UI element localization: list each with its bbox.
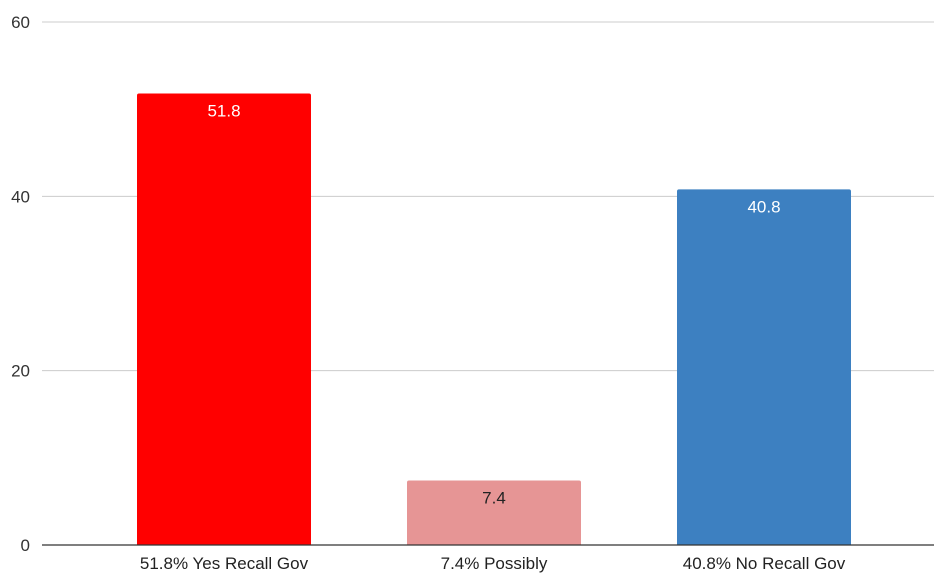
data-label: 51.8 [207, 101, 240, 120]
y-tick-label: 60 [11, 13, 30, 32]
bar [137, 93, 311, 545]
x-axis-tick-labels: 51.8% Yes Recall Gov 7.4% Possibly 40.8% N… [140, 554, 846, 573]
data-labels: 51.8 7.4 40.8 [207, 101, 780, 507]
y-tick-label: 40 [11, 187, 30, 206]
y-axis-tick-labels: 0 20 40 60 [11, 13, 30, 555]
x-tick-label: 40.8% No Recall Gov [683, 554, 846, 573]
x-tick-label: 51.8% Yes Recall Gov [140, 554, 309, 573]
bar [407, 480, 581, 545]
y-tick-label: 0 [21, 536, 30, 555]
data-label: 40.8 [747, 197, 780, 216]
bars [137, 93, 851, 546]
y-tick-label: 20 [11, 362, 30, 381]
x-tick-label: 7.4% Possibly [441, 554, 548, 573]
data-label: 7.4 [482, 488, 506, 507]
bar [677, 189, 851, 546]
